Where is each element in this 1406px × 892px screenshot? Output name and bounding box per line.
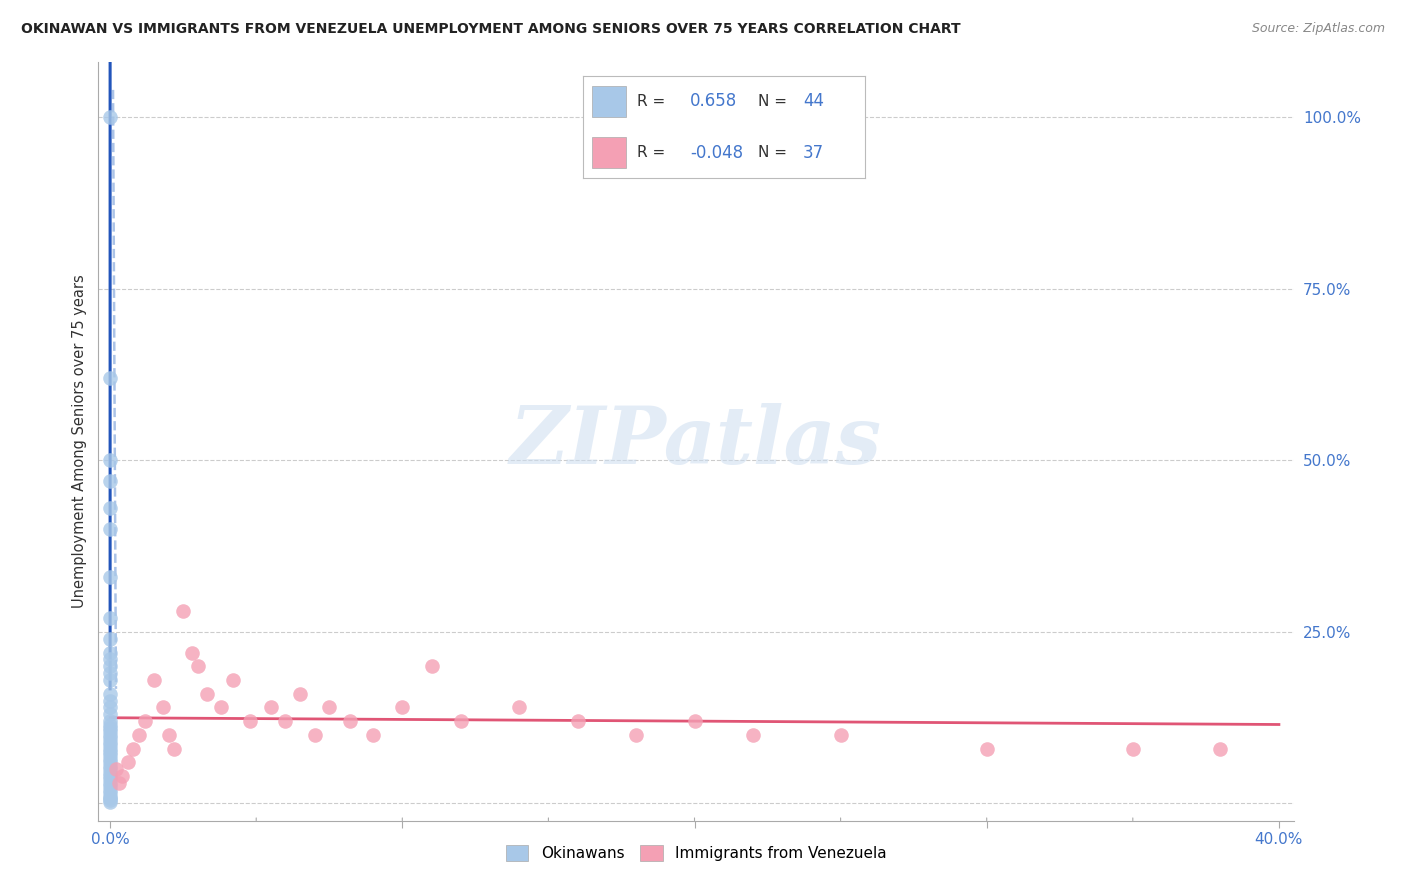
Point [567,714,589,728]
Point [98,724,121,739]
Point [304,728,326,742]
Point [508,700,530,714]
Text: 44: 44 [803,93,824,111]
Point [98,652,121,666]
Text: N =: N = [758,94,787,109]
Point [187,659,209,673]
Point [98,738,121,752]
Point [683,714,706,728]
Point [128,728,150,742]
Point [157,728,180,742]
Point [98,731,121,746]
Point [222,673,245,687]
Point [98,791,121,805]
Point [274,714,297,728]
Point [122,741,145,756]
Point [624,728,647,742]
Point [98,371,121,385]
Point [98,748,121,763]
Point [98,745,121,759]
Point [98,693,121,707]
Point [98,795,121,809]
Legend: Okinawans, Immigrants from Venezuela: Okinawans, Immigrants from Venezuela [499,839,893,868]
Point [98,111,121,125]
Point [98,776,121,790]
Point [98,522,121,536]
Point [117,756,139,770]
Point [163,741,186,756]
Point [98,474,121,488]
Y-axis label: Unemployment Among Seniors over 75 years: Unemployment Among Seniors over 75 years [72,275,87,608]
Bar [592,87,626,117]
Point [260,700,283,714]
Point [98,700,121,714]
Point [98,735,121,749]
Point [98,570,121,584]
Point [172,604,194,618]
Point [98,772,121,787]
Point [98,752,121,766]
Point [98,673,121,687]
Point [742,728,765,742]
Text: ZIPatlas: ZIPatlas [510,403,882,480]
Point [339,714,361,728]
Text: R =: R = [637,145,665,161]
Point [98,707,121,722]
Point [98,756,121,770]
Text: R =: R = [637,94,665,109]
Point [209,700,232,714]
Text: -0.048: -0.048 [690,144,744,161]
Point [98,780,121,794]
Point [181,646,204,660]
Point [108,776,131,790]
Point [98,453,121,467]
Point [98,762,121,776]
Point [420,659,443,673]
Point [98,793,121,807]
Bar [592,137,626,168]
Point [98,666,121,681]
Point [134,714,156,728]
Point [98,659,121,673]
Point [1209,741,1232,756]
Point [98,611,121,625]
Point [98,786,121,800]
Point [98,501,121,516]
Point [98,758,121,772]
Point [98,721,121,735]
Point [1122,741,1144,756]
Point [104,762,127,776]
Point [830,728,852,742]
Point [318,700,340,714]
Point [98,717,121,731]
Point [98,782,121,797]
Point [111,769,134,783]
Point [450,714,472,728]
Point [152,700,174,714]
Text: 37: 37 [803,144,824,161]
Point [142,673,165,687]
Text: Source: ZipAtlas.com: Source: ZipAtlas.com [1251,22,1385,36]
Text: N =: N = [758,145,787,161]
Point [98,687,121,701]
Point [361,728,384,742]
Point [98,646,121,660]
Point [98,741,121,756]
Point [976,741,998,756]
Point [391,700,413,714]
Point [195,687,218,701]
Text: 0.658: 0.658 [690,93,738,111]
Point [98,632,121,646]
Point [98,714,121,728]
Point [98,789,121,804]
Point [288,687,311,701]
Point [98,728,121,742]
Point [239,714,262,728]
Point [98,769,121,783]
Point [98,765,121,780]
Text: OKINAWAN VS IMMIGRANTS FROM VENEZUELA UNEMPLOYMENT AMONG SENIORS OVER 75 YEARS C: OKINAWAN VS IMMIGRANTS FROM VENEZUELA UN… [21,22,960,37]
